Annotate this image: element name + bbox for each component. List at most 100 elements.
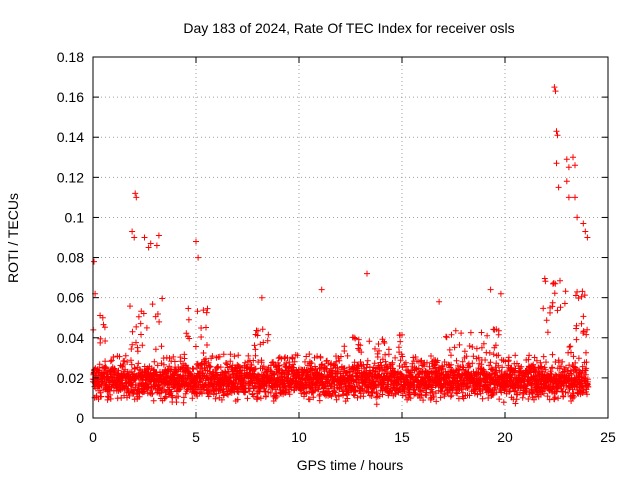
- data-point: [357, 342, 364, 349]
- data-point: [93, 392, 100, 399]
- data-point: [91, 258, 97, 265]
- data-point: [183, 330, 190, 337]
- plot-frame: [92, 56, 609, 419]
- data-point: [173, 399, 180, 406]
- data-point: [134, 348, 141, 355]
- data-point: [259, 326, 266, 333]
- data-point: [98, 393, 105, 400]
- x-tick-label: 20: [497, 429, 513, 445]
- data-point: [558, 363, 565, 370]
- data-point: [542, 278, 549, 285]
- data-point: [126, 392, 133, 399]
- data-point: [448, 392, 455, 399]
- data-point: [254, 394, 261, 401]
- data-point: [528, 381, 535, 388]
- data-point: [554, 307, 561, 314]
- data-point: [525, 356, 532, 363]
- points-layer: [89, 84, 592, 408]
- data-point: [474, 391, 481, 398]
- data-point: [559, 358, 566, 365]
- chart-title: Day 183 of 2024, Rate Of TEC Index for r…: [183, 20, 514, 36]
- data-point: [124, 385, 131, 392]
- data-point: [567, 367, 574, 374]
- data-point: [154, 362, 161, 369]
- y-tick-label: 0.14: [57, 129, 84, 145]
- data-point: [456, 341, 463, 348]
- data-point: [495, 362, 502, 369]
- data-point: [579, 363, 586, 370]
- data-point: [505, 354, 512, 361]
- data-point: [541, 275, 548, 282]
- data-point: [385, 346, 392, 353]
- data-point: [578, 320, 585, 327]
- data-point: [180, 394, 187, 401]
- data-point: [231, 353, 238, 360]
- data-point: [578, 293, 585, 300]
- data-point: [407, 395, 414, 402]
- data-point: [396, 363, 403, 369]
- data-point: [563, 178, 570, 185]
- data-point: [461, 348, 468, 355]
- data-point: [565, 164, 572, 171]
- data-point: [579, 390, 586, 396]
- data-point: [102, 358, 109, 365]
- data-point: [555, 184, 562, 191]
- data-point: [354, 394, 361, 401]
- data-point: [143, 324, 150, 331]
- x-tick-label: 15: [394, 429, 410, 445]
- data-point: [193, 238, 199, 245]
- data-point: [553, 128, 560, 135]
- data-point: [310, 394, 317, 401]
- data-point: [137, 320, 144, 327]
- data-point: [565, 389, 572, 396]
- data-point: [451, 344, 458, 351]
- data-point: [570, 154, 576, 161]
- data-point: [341, 365, 348, 372]
- data-point: [426, 363, 433, 370]
- data-point: [107, 395, 114, 402]
- data-point: [170, 353, 177, 360]
- data-point: [141, 234, 148, 241]
- data-point: [336, 357, 343, 364]
- data-point: [310, 388, 317, 395]
- data-point: [102, 338, 109, 344]
- data-point: [315, 386, 322, 393]
- data-point: [584, 376, 591, 383]
- data-point: [543, 317, 550, 324]
- data-point: [338, 353, 344, 360]
- data-point: [317, 354, 324, 361]
- data-point: [389, 359, 396, 366]
- data-point: [453, 389, 460, 396]
- data-point: [206, 364, 213, 371]
- data-point: [551, 290, 558, 297]
- data-point: [429, 388, 436, 395]
- data-point: [485, 395, 492, 401]
- data-point: [121, 357, 128, 364]
- data-point: [128, 346, 135, 352]
- data-point: [204, 305, 211, 312]
- data-point: [574, 288, 581, 295]
- x-tick-label: 0: [89, 429, 97, 445]
- data-point: [135, 360, 142, 367]
- data-point: [205, 393, 212, 400]
- data-point: [437, 394, 444, 401]
- data-point: [436, 298, 443, 305]
- data-point: [99, 314, 106, 321]
- data-point: [220, 351, 227, 358]
- data-point: [415, 371, 422, 378]
- data-point: [553, 160, 560, 167]
- data-point: [552, 394, 559, 401]
- data-point: [204, 342, 210, 348]
- data-point: [381, 370, 387, 377]
- data-point: [567, 343, 574, 350]
- data-point: [217, 364, 224, 371]
- data-point: [227, 358, 234, 365]
- data-point: [492, 384, 499, 391]
- y-axis-label: ROTI / TECUs: [5, 193, 21, 283]
- data-point: [168, 366, 175, 373]
- data-point: [357, 359, 364, 365]
- data-point: [100, 321, 107, 328]
- data-point: [133, 339, 139, 346]
- data-point: [549, 299, 556, 306]
